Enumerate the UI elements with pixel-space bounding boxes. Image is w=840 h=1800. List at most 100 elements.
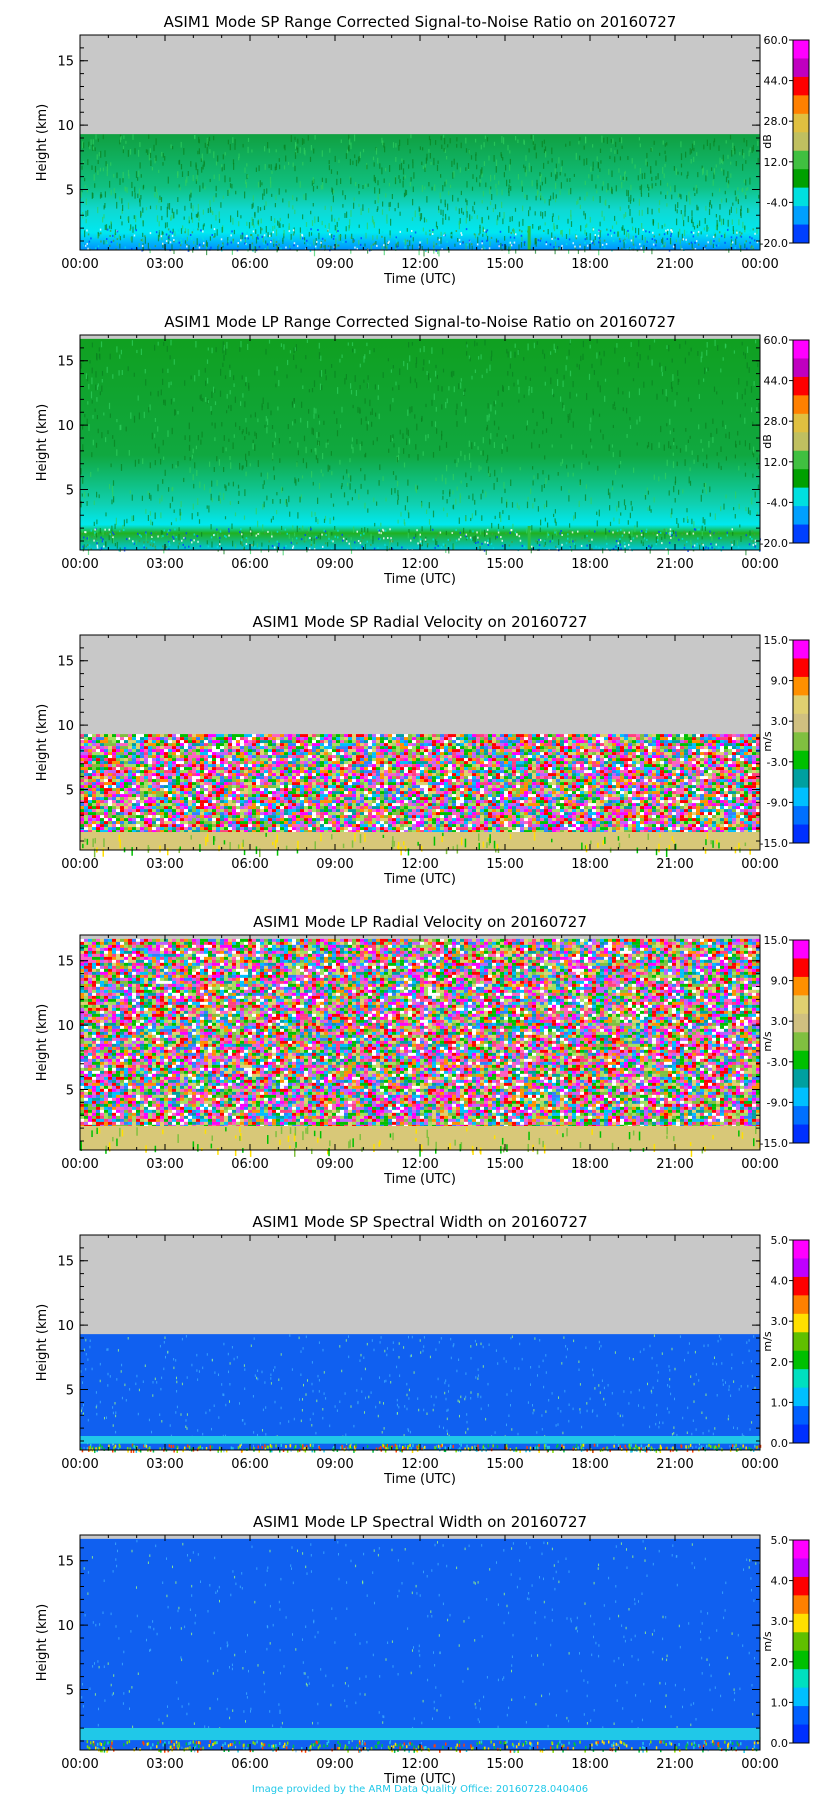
x-tick-label: 06:00: [231, 857, 268, 872]
colorbar: 0.0 1.0 2.0 3.0 4.0 5.0: [771, 1234, 810, 1450]
colorbar-tick-label: 12.0: [764, 156, 789, 169]
colorbar: -15.0 -9.0 -3.0 3.0 9.0 15.0: [760, 634, 810, 850]
x-tick-label: 00:00: [741, 557, 778, 572]
y-tick-label: 5: [66, 1683, 74, 1698]
chart-svg: ASIM1 Mode SP Spectral Width on 20160727…: [35, 1213, 810, 1487]
x-tick-label: 12:00: [401, 1757, 438, 1772]
chart-panel-1: ASIM1 Mode SP Range Corrected Signal-to-…: [0, 0, 840, 300]
x-tick-label: 15:00: [486, 257, 523, 272]
colorbar-tick-label: -9.0: [767, 1096, 788, 1109]
colorbar-tick-label: 60.0: [764, 334, 789, 347]
heatmap-cells: [80, 1538, 761, 1753]
colorbar-tick-label: 3.0: [771, 715, 789, 728]
heatmap-cells: [80, 134, 761, 257]
colorbar-tick-label: 44.0: [764, 75, 789, 88]
x-axis-label: Time (UTC): [383, 1772, 456, 1787]
colorbar-unit-label: m/s: [761, 1331, 774, 1351]
colorbar-unit-label: m/s: [761, 731, 774, 751]
colorbar-tick-label: 15.0: [764, 934, 789, 947]
x-tick-label: 12:00: [401, 857, 438, 872]
colorbar-tick-label: -20.0: [760, 237, 788, 250]
x-tick-label: 18:00: [571, 557, 608, 572]
y-tick-label: 10: [57, 719, 74, 734]
chart-svg: ASIM1 Mode LP Range Corrected Signal-to-…: [35, 313, 810, 587]
y-tick-label: 10: [57, 1319, 74, 1334]
y-tick-label: 15: [57, 955, 74, 970]
x-tick-label: 15:00: [486, 857, 523, 872]
colorbar-tick-label: 0.0: [771, 1437, 789, 1450]
x-axis-label: Time (UTC): [383, 272, 456, 287]
x-tick-label: 18:00: [571, 257, 608, 272]
colorbar-tick-label: -3.0: [767, 756, 788, 769]
x-tick-label: 15:00: [486, 1457, 523, 1472]
chart-title: ASIM1 Mode SP Radial Velocity on 2016072…: [253, 613, 588, 631]
x-tick-label: 09:00: [316, 857, 353, 872]
x-tick-label: 06:00: [231, 1157, 268, 1172]
colorbar-tick-label: 9.0: [771, 975, 789, 988]
colorbar-tick-label: -9.0: [767, 796, 788, 809]
chart-title: ASIM1 Mode LP Spectral Width on 20160727: [253, 1513, 587, 1531]
y-axis-label: Height (km): [35, 1304, 50, 1381]
colorbar-tick-label: -3.0: [767, 1056, 788, 1069]
heatmap-cells: [80, 1334, 762, 1453]
colorbar-unit-label: dB: [761, 134, 774, 149]
y-tick-label: 5: [66, 183, 74, 198]
x-tick-label: 00:00: [741, 1457, 778, 1472]
y-tick-label: 15: [57, 1555, 74, 1570]
x-tick-label: 15:00: [486, 1157, 523, 1172]
colorbar-tick-label: 28.0: [764, 415, 789, 428]
y-tick-label: 5: [66, 483, 74, 498]
x-tick-label: 03:00: [146, 1757, 183, 1772]
x-tick-label: 00:00: [61, 1457, 98, 1472]
x-axis-label: Time (UTC): [383, 872, 456, 887]
x-tick-label: 21:00: [656, 257, 693, 272]
x-tick-label: 00:00: [61, 1757, 98, 1772]
y-axis-label: Height (km): [35, 404, 50, 481]
colorbar: -20.0 -4.0 12.0 28.0 44.0 60.0: [760, 334, 810, 550]
y-tick-label: 5: [66, 1083, 74, 1098]
x-tick-label: 09:00: [316, 1757, 353, 1772]
x-tick-label: 12:00: [401, 257, 438, 272]
x-tick-label: 03:00: [146, 557, 183, 572]
y-tick-label: 15: [57, 55, 74, 70]
x-tick-label: 15:00: [486, 1757, 523, 1772]
chart-panel-6: ASIM1 Mode LP Spectral Width on 20160727…: [0, 1500, 840, 1800]
x-tick-label: 03:00: [146, 1457, 183, 1472]
colorbar-tick-label: 0.0: [771, 1737, 789, 1750]
y-tick-label: 15: [57, 1255, 74, 1270]
y-tick-label: 10: [57, 119, 74, 134]
x-tick-label: 03:00: [146, 857, 183, 872]
colorbar-tick-label: 2.0: [771, 1356, 789, 1369]
chart-panel-5: ASIM1 Mode SP Spectral Width on 20160727…: [0, 1200, 840, 1500]
colorbar-tick-label: 12.0: [764, 456, 789, 469]
colorbar-unit-label: m/s: [761, 1631, 774, 1651]
x-axis-label: Time (UTC): [383, 1172, 456, 1187]
x-tick-label: 00:00: [741, 1757, 778, 1772]
y-axis-label: Height (km): [35, 104, 50, 181]
x-tick-label: 18:00: [571, 1757, 608, 1772]
x-tick-label: 06:00: [231, 557, 268, 572]
chart-title: ASIM1 Mode SP Range Corrected Signal-to-…: [164, 13, 677, 31]
colorbar-tick-label: 4.0: [771, 1275, 789, 1288]
x-tick-label: 00:00: [741, 1157, 778, 1172]
colorbar-tick-label: -20.0: [760, 537, 788, 550]
chart-panel-2: ASIM1 Mode LP Range Corrected Signal-to-…: [0, 300, 840, 600]
x-tick-label: 03:00: [146, 1157, 183, 1172]
colorbar-tick-label: 3.0: [771, 1315, 789, 1328]
chart-svg: ASIM1 Mode LP Spectral Width on 20160727…: [35, 1513, 810, 1787]
x-tick-label: 00:00: [741, 257, 778, 272]
colorbar-unit-label: dB: [761, 434, 774, 449]
x-tick-label: 21:00: [656, 1757, 693, 1772]
x-tick-label: 18:00: [571, 857, 608, 872]
chart-title: ASIM1 Mode LP Radial Velocity on 2016072…: [253, 913, 587, 931]
x-tick-label: 21:00: [656, 1457, 693, 1472]
colorbar-tick-label: -4.0: [767, 496, 788, 509]
x-axis-label: Time (UTC): [383, 1472, 456, 1487]
x-tick-label: 06:00: [231, 257, 268, 272]
y-axis-label: Height (km): [35, 1604, 50, 1681]
x-tick-label: 09:00: [316, 257, 353, 272]
chart-title: ASIM1 Mode SP Spectral Width on 20160727: [252, 1213, 587, 1231]
x-tick-label: 18:00: [571, 1157, 608, 1172]
x-tick-label: 21:00: [656, 1157, 693, 1172]
